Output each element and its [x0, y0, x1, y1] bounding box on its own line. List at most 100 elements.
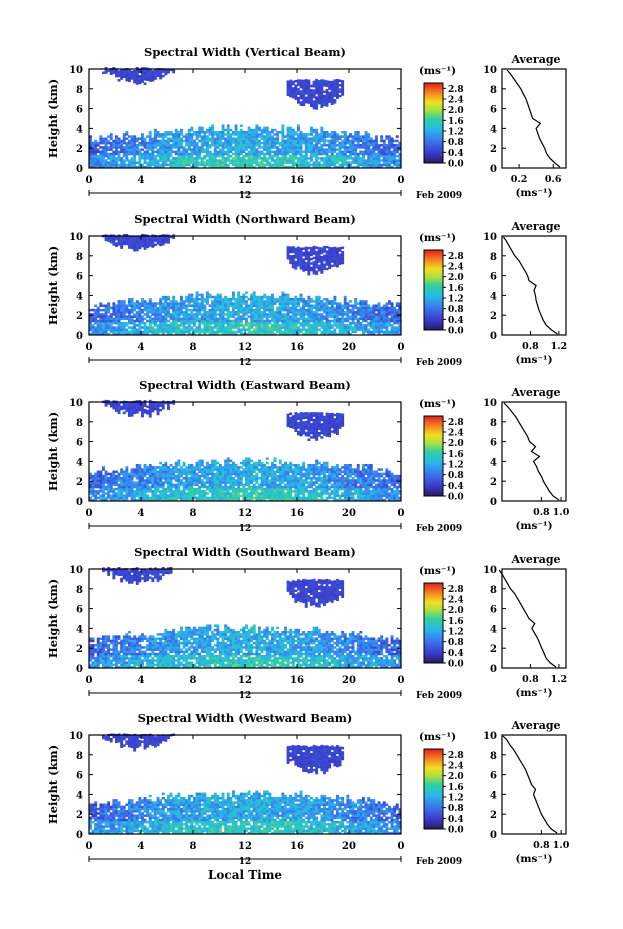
heatmap-cell: [159, 485, 163, 489]
heatmap-cell: [151, 302, 155, 305]
heatmap-cell: [161, 492, 165, 495]
heatmap-cell: [242, 311, 246, 314]
heatmap-cell: [187, 293, 191, 297]
heatmap-cell: [91, 330, 95, 334]
heatmap-cell: [239, 304, 243, 308]
heatmap-cell: [180, 152, 183, 156]
heatmap-cell: [382, 330, 386, 334]
heatmap-cell: [237, 328, 241, 331]
heatmap-cell: [247, 308, 251, 312]
heatmap-cell: [169, 470, 173, 474]
heatmap-cell: [135, 148, 139, 151]
heatmap-cell: [91, 144, 95, 147]
heatmap-cell: [299, 300, 303, 303]
heatmap-cell: [385, 304, 389, 308]
heatmap-cell: [237, 137, 241, 141]
heatmap-cell: [174, 308, 178, 312]
heatmap-cell: [154, 243, 157, 247]
heatmap-cell: [198, 481, 202, 484]
heatmap-cell: [317, 95, 321, 98]
heatmap-cell: [294, 249, 298, 253]
heatmap-cell: [203, 496, 207, 500]
heatmap-cell: [315, 304, 319, 308]
heatmap-cell: [263, 130, 267, 134]
heatmap-cell: [388, 330, 391, 334]
heatmap-cell: [125, 146, 129, 149]
heatmap-cell: [276, 154, 280, 158]
heatmap-cell: [102, 466, 105, 469]
heatmap-cell: [146, 135, 150, 138]
heatmap-cell: [130, 135, 134, 138]
heatmap-cell: [195, 330, 199, 334]
heatmap-cell: [211, 144, 215, 147]
heatmap-cell: [338, 258, 342, 261]
heatmap-cell: [307, 262, 311, 265]
heatmap-cell: [185, 141, 189, 145]
heatmap-cell: [148, 330, 152, 334]
heatmap-cell: [377, 146, 381, 149]
heatmap-cell: [333, 163, 337, 167]
heatmap-cell: [310, 313, 313, 316]
heatmap-cell: [148, 324, 152, 327]
heatmap-cell: [382, 148, 386, 151]
heatmap-cell: [372, 326, 376, 329]
heatmap-cell: [317, 302, 321, 305]
heatmap-cell: [395, 326, 399, 329]
heatmap-cell: [154, 481, 157, 484]
heatmap-cell: [195, 295, 199, 299]
heatmap-cell: [221, 328, 225, 331]
heatmap-cell: [198, 304, 202, 308]
heatmap-cell: [138, 157, 142, 160]
heatmap-cell: [286, 84, 290, 88]
heatmap-cell: [156, 163, 160, 167]
heatmap-cell: [237, 163, 241, 167]
heatmap-cell: [330, 313, 334, 316]
heatmap-cell: [211, 152, 215, 156]
heatmap-cell: [226, 135, 230, 138]
heatmap-cell: [224, 152, 228, 156]
heatmap-cell: [364, 163, 368, 167]
heatmap-cell: [369, 137, 373, 141]
heatmap-cell: [362, 141, 365, 145]
heatmap-cell: [143, 466, 147, 469]
heatmap-cell: [96, 141, 100, 145]
heatmap-cell: [333, 330, 337, 334]
heatmap-cell: [343, 146, 347, 149]
heatmap-cell: [143, 146, 147, 149]
heatmap-cell: [276, 313, 280, 316]
heatmap-cell: [299, 330, 303, 334]
heatmap-cell: [164, 474, 168, 478]
heatmap-cell: [242, 130, 246, 134]
heatmap-cell: [237, 300, 241, 303]
heatmap-cell: [148, 144, 152, 147]
heatmap-cell: [289, 330, 293, 334]
heatmap-cell: [117, 241, 121, 244]
heatmap-cell: [315, 302, 319, 305]
heatmap-cell: [325, 254, 329, 258]
heatmap-cell: [320, 313, 324, 316]
heatmap-cell: [333, 154, 337, 158]
heatmap-cell: [268, 332, 272, 336]
heatmap-cell: [213, 159, 217, 162]
heatmap-cell: [330, 91, 334, 95]
heatmap-cell: [359, 313, 363, 316]
heatmap-cell: [115, 148, 118, 151]
heatmap-cell: [284, 146, 287, 149]
heatmap-cell: [109, 324, 113, 327]
heatmap-cell: [395, 302, 399, 305]
heatmap-cell: [258, 165, 261, 169]
heatmap-cell: [382, 326, 386, 329]
heatmap-cell: [130, 139, 134, 143]
heatmap-cell: [135, 317, 139, 321]
heatmap-cell: [208, 470, 212, 474]
heatmap-cell: [317, 80, 321, 83]
heatmap-cell: [172, 306, 176, 310]
heatmap-cell: [193, 161, 196, 164]
heatmap-cell: [219, 300, 222, 303]
heatmap-cell: [187, 466, 191, 469]
heatmap-cell: [320, 304, 324, 308]
date-tick-label: 12: [239, 191, 252, 201]
heatmap-cell: [323, 101, 326, 104]
heatmap-cell: [99, 152, 103, 156]
heatmap-cell: [284, 152, 287, 156]
